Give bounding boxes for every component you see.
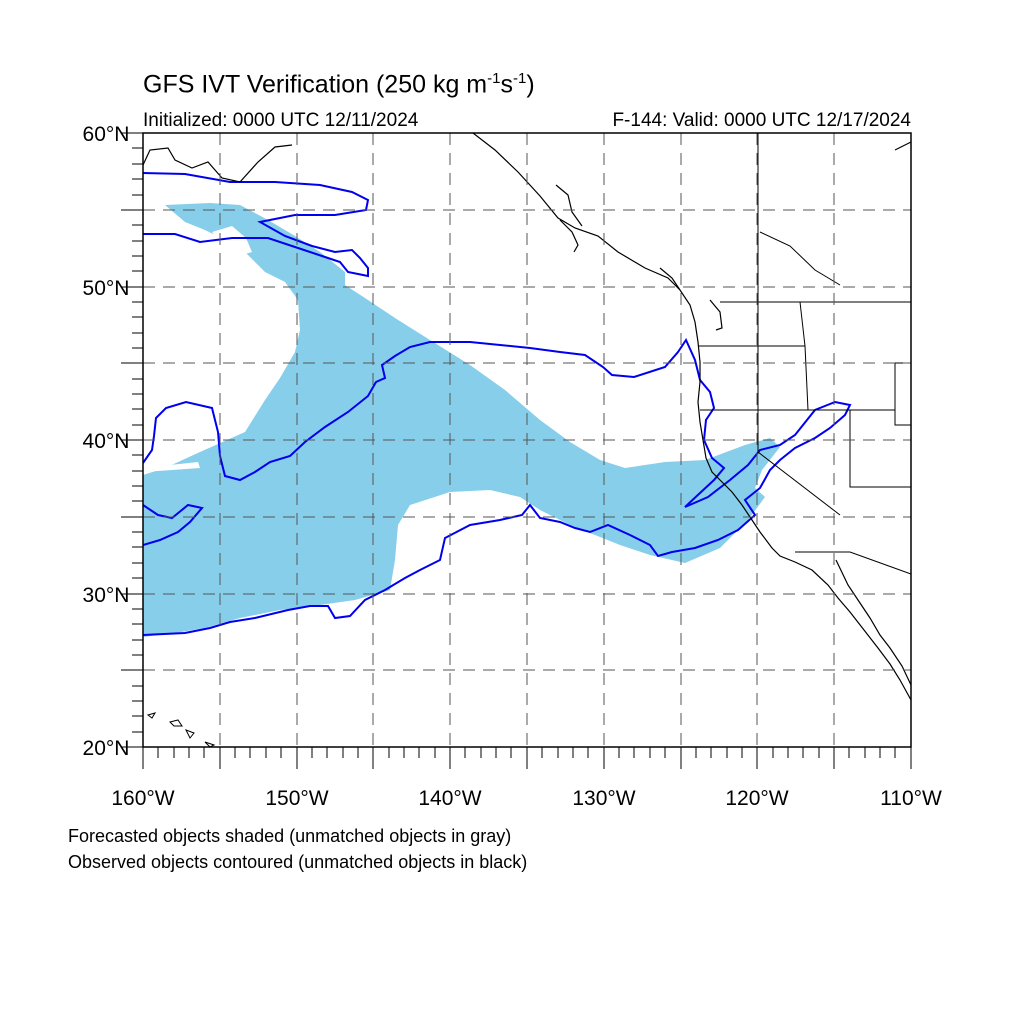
forecast-gap-north — [212, 226, 252, 256]
lat-label-40n: 40°N — [83, 430, 130, 453]
lon-label-160w: 160°W — [111, 787, 174, 810]
observed-ivt-contour — [143, 172, 852, 636]
forecast-legend-note: Forecasted objects shaded (unmatched obj… — [68, 826, 512, 846]
initialized-time: Initialized: 0000 UTC 12/11/2024 — [143, 110, 419, 131]
observed-legend-note: Observed objects contoured (unmatched ob… — [68, 852, 528, 872]
political-borders — [698, 133, 911, 575]
hawaii-islands — [146, 712, 216, 748]
lat-label-50n: 50°N — [83, 277, 130, 300]
lon-label-110w: 110°W — [880, 787, 942, 810]
valid-time: F-144: Valid: 0000 UTC 12/17/2024 — [612, 110, 911, 131]
lat-label-30n: 30°N — [83, 584, 130, 607]
graticule — [143, 133, 911, 747]
coastlines — [143, 133, 911, 701]
lon-label-120w: 120°W — [725, 787, 788, 810]
lat-label-60n: 60°N — [83, 123, 130, 146]
map-title: GFS IVT Verification (250 kg m-1s-1) — [143, 70, 535, 99]
tick-marks — [121, 132, 912, 769]
forecast-gap-west — [143, 462, 200, 472]
lon-label-130w: 130°W — [572, 787, 635, 810]
lat-label-20n: 20°N — [83, 737, 130, 760]
lon-label-150w: 150°W — [265, 787, 328, 810]
forecast-ivt-object — [143, 203, 780, 637]
lon-label-140w: 140°W — [418, 787, 481, 810]
